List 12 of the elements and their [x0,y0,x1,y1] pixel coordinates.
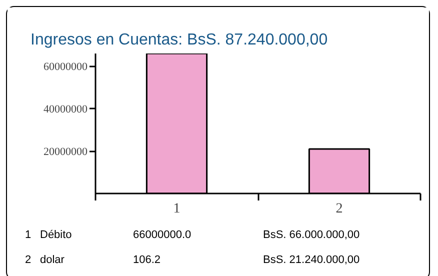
text: 66000000.0 [133,228,192,243]
text: dolar [40,253,64,268]
y-tick-label: 40000000 [44,104,88,116]
text: 106.2 [133,253,161,268]
chart-title: Ingresos en Cuentas: BsS. 87.240.000,00 [30,32,328,48]
text: Débito [40,228,72,243]
text: 2 [25,253,32,268]
y-tick-label: 20000000 [44,146,88,158]
text: BsS. 21.240.000,00 [263,253,360,268]
y-tick-label: 60000000 [44,61,88,74]
text: 1 [25,228,32,243]
text: BsS. 66.000.000,00 [263,228,360,243]
